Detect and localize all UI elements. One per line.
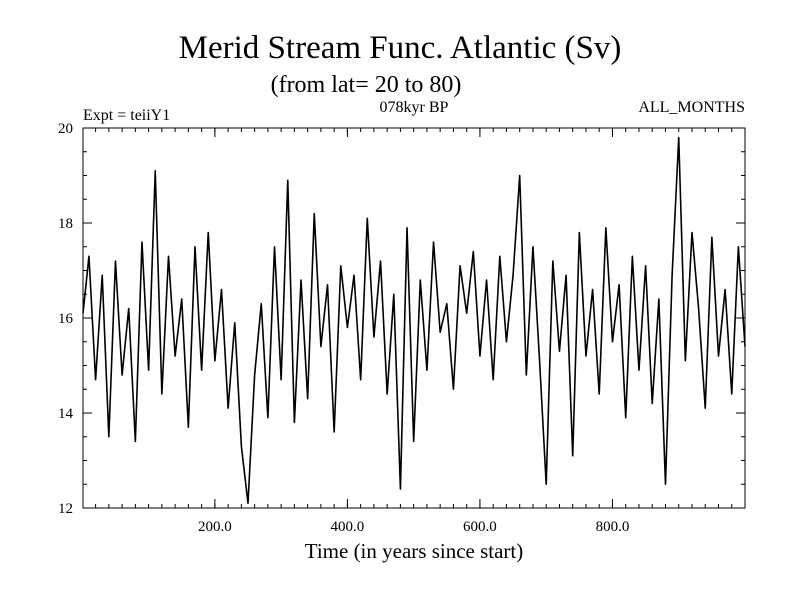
y-tick-label: 16 xyxy=(58,311,74,327)
y-tick-label: 12 xyxy=(58,501,73,517)
y-tick-label: 14 xyxy=(58,406,74,422)
x-tick-label: 600.0 xyxy=(463,519,497,535)
y-tick-labels: 12 14 16 18 20 xyxy=(58,121,74,517)
months-label: ALL_MONTHS xyxy=(638,99,745,116)
chart-subtitle: (from lat= 20 to 80) xyxy=(271,72,462,98)
chart-title: Merid Stream Func. Atlantic (Sv) xyxy=(179,30,622,66)
y-tick-label: 18 xyxy=(58,216,73,232)
period-label: 078kyr BP xyxy=(380,99,449,116)
series-line xyxy=(82,136,746,505)
major-ticks xyxy=(83,127,745,509)
x-axis-label: Time (in years since start) xyxy=(305,539,524,563)
x-tick-label: 200.0 xyxy=(198,519,232,535)
x-tick-labels: 200.0 400.0 600.0 800.0 xyxy=(198,519,629,535)
y-tick-label: 20 xyxy=(58,121,73,137)
x-tick-label: 800.0 xyxy=(596,519,630,535)
x-tick-label: 400.0 xyxy=(331,519,365,535)
experiment-label: Expt = teiiY1 xyxy=(83,107,170,124)
